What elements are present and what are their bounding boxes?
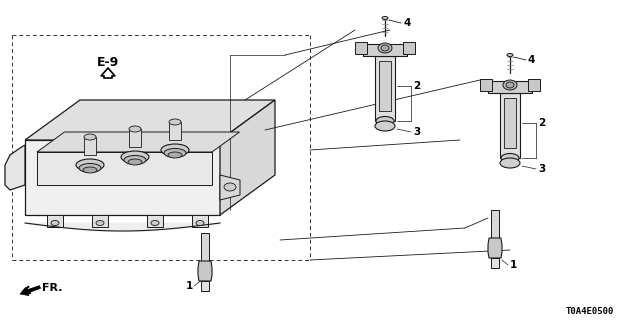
FancyArrow shape bbox=[20, 285, 40, 296]
Polygon shape bbox=[375, 56, 395, 121]
Ellipse shape bbox=[76, 159, 104, 171]
Ellipse shape bbox=[506, 82, 514, 88]
Ellipse shape bbox=[500, 158, 520, 168]
Ellipse shape bbox=[381, 45, 389, 51]
Text: FR.: FR. bbox=[42, 283, 63, 293]
Polygon shape bbox=[363, 44, 407, 56]
Text: 2: 2 bbox=[538, 118, 545, 128]
Polygon shape bbox=[5, 145, 25, 190]
Polygon shape bbox=[25, 140, 220, 215]
Polygon shape bbox=[198, 261, 212, 281]
Text: E-9: E-9 bbox=[97, 55, 119, 68]
Ellipse shape bbox=[376, 116, 394, 125]
Ellipse shape bbox=[501, 154, 519, 163]
Ellipse shape bbox=[124, 156, 146, 164]
Polygon shape bbox=[92, 215, 108, 227]
Ellipse shape bbox=[169, 119, 181, 125]
Ellipse shape bbox=[161, 144, 189, 156]
Text: 3: 3 bbox=[538, 164, 545, 174]
Ellipse shape bbox=[196, 220, 204, 226]
Ellipse shape bbox=[375, 121, 395, 131]
Polygon shape bbox=[504, 98, 516, 148]
Polygon shape bbox=[488, 238, 502, 258]
Ellipse shape bbox=[503, 80, 517, 90]
Text: 4: 4 bbox=[528, 55, 536, 65]
Polygon shape bbox=[201, 281, 209, 291]
Ellipse shape bbox=[168, 152, 182, 158]
Polygon shape bbox=[192, 215, 208, 227]
Polygon shape bbox=[528, 79, 540, 91]
Polygon shape bbox=[169, 122, 181, 140]
Polygon shape bbox=[488, 81, 532, 93]
Ellipse shape bbox=[79, 164, 101, 172]
Polygon shape bbox=[355, 42, 367, 54]
Polygon shape bbox=[201, 233, 209, 261]
Ellipse shape bbox=[84, 134, 96, 140]
Ellipse shape bbox=[507, 53, 513, 57]
Text: 3: 3 bbox=[413, 127, 420, 137]
Polygon shape bbox=[220, 100, 275, 215]
Ellipse shape bbox=[151, 220, 159, 226]
Polygon shape bbox=[25, 100, 275, 140]
Polygon shape bbox=[379, 61, 391, 111]
Polygon shape bbox=[480, 79, 492, 91]
Ellipse shape bbox=[224, 183, 236, 191]
Ellipse shape bbox=[128, 159, 142, 165]
Ellipse shape bbox=[382, 17, 388, 20]
Ellipse shape bbox=[378, 43, 392, 53]
Ellipse shape bbox=[83, 167, 97, 173]
Ellipse shape bbox=[121, 151, 149, 163]
Polygon shape bbox=[84, 137, 96, 155]
Polygon shape bbox=[491, 258, 499, 268]
Polygon shape bbox=[403, 42, 415, 54]
Polygon shape bbox=[220, 175, 240, 200]
Polygon shape bbox=[129, 129, 141, 147]
Text: 2: 2 bbox=[413, 81, 420, 91]
Polygon shape bbox=[37, 152, 212, 185]
Polygon shape bbox=[147, 215, 163, 227]
Polygon shape bbox=[37, 132, 239, 152]
Ellipse shape bbox=[164, 148, 186, 157]
Text: 1: 1 bbox=[510, 260, 517, 270]
Ellipse shape bbox=[51, 220, 59, 226]
Text: 1: 1 bbox=[186, 281, 193, 291]
Polygon shape bbox=[47, 215, 63, 227]
Polygon shape bbox=[491, 210, 499, 238]
Text: 4: 4 bbox=[403, 18, 410, 28]
Polygon shape bbox=[500, 93, 520, 158]
Text: T0A4E0500: T0A4E0500 bbox=[566, 308, 614, 316]
Ellipse shape bbox=[129, 126, 141, 132]
Ellipse shape bbox=[96, 220, 104, 226]
